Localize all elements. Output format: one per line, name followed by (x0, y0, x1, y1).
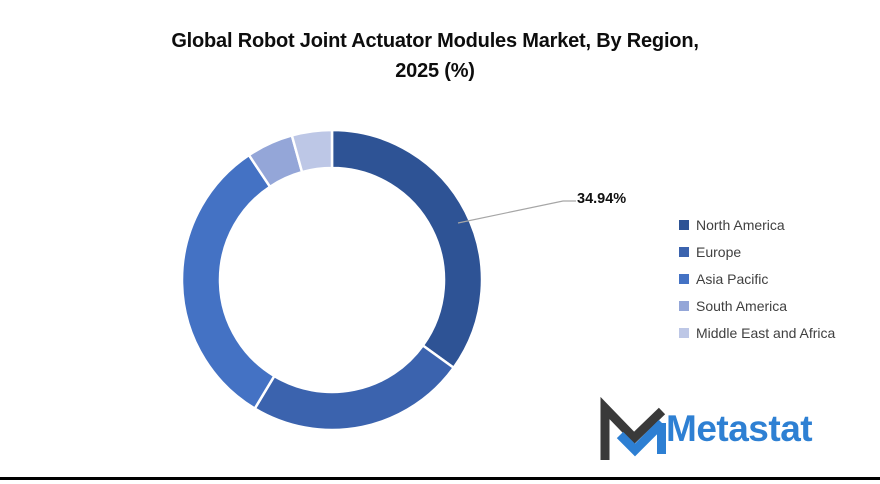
legend-item-middle-east-and-africa: Middle East and Africa (679, 319, 835, 346)
legend-label: Asia Pacific (696, 270, 769, 287)
metastat-logo: Metastat (596, 394, 813, 464)
metastat-logo-text: Metastat (666, 408, 813, 449)
legend-swatch (679, 273, 689, 284)
metastat-logo-m-icon (600, 396, 666, 460)
donut-slice-asia-pacific (180, 153, 276, 410)
legend-swatch (679, 327, 689, 338)
legend-item-south-america: South America (679, 292, 835, 319)
legend-item-europe: Europe (679, 238, 835, 265)
chart-title-line1: Global Robot Joint Actuator Modules Mark… (171, 30, 699, 52)
bottom-border-line (0, 477, 880, 480)
legend-label: Europe (696, 243, 742, 260)
legend-swatch (679, 300, 689, 311)
legend-swatch (679, 219, 689, 230)
callout-value-label: 34.94% (577, 191, 627, 207)
chart-title: Global Robot Joint Actuator Modules Mark… (125, 26, 745, 86)
chart-legend: North America Europe Asia Pacific South … (679, 211, 835, 346)
legend-label: South America (696, 297, 788, 314)
donut-slices (180, 128, 484, 432)
legend-item-north-america: North America (679, 211, 835, 238)
chart-title-line2: 2025 (%) (395, 60, 475, 82)
legend-item-asia-pacific: Asia Pacific (679, 265, 835, 292)
donut-slice-europe (253, 344, 455, 432)
legend-swatch (679, 246, 689, 257)
legend-label: North America (696, 216, 785, 233)
donut-slice-middle-east-and-africa (290, 128, 334, 174)
donut-slice-north-america (330, 128, 484, 369)
legend-label: Middle East and Africa (696, 324, 836, 341)
callout-leader-line (457, 200, 576, 224)
